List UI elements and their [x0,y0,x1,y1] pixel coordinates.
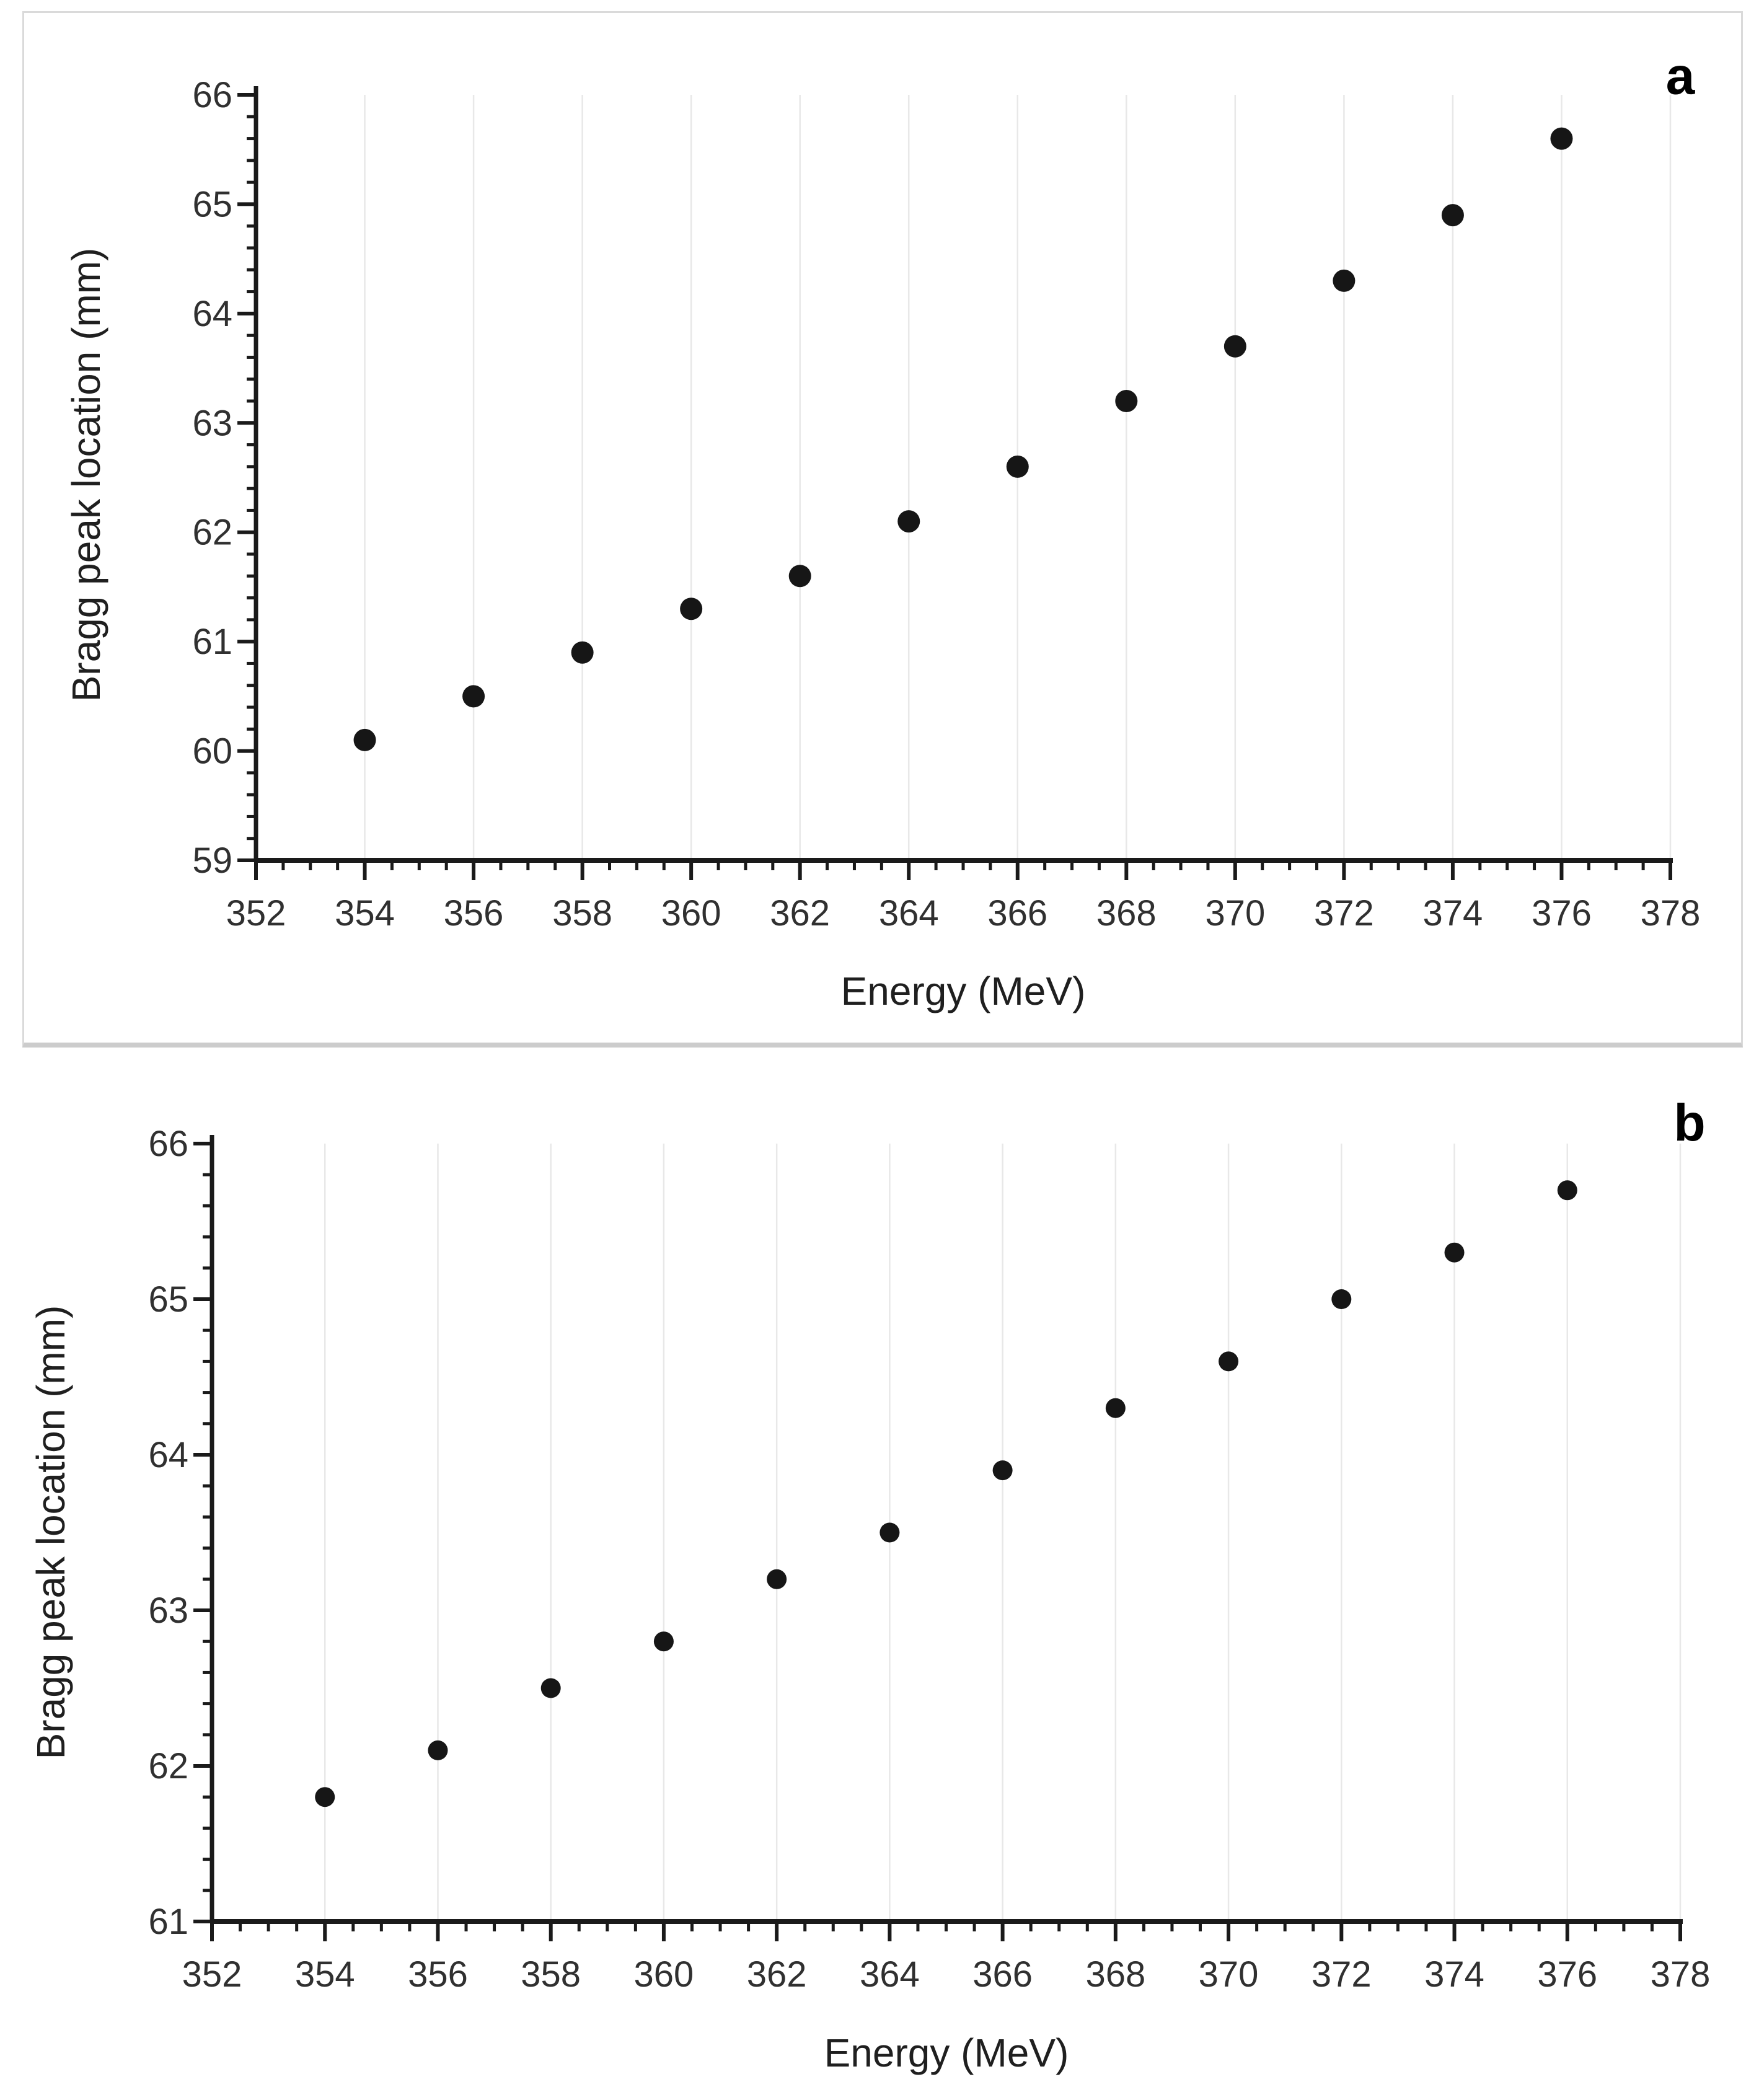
data-point [1333,269,1356,292]
x-tick-label: 364 [860,1954,920,1995]
data-point [879,1522,900,1543]
y-tick-label: 61 [192,622,232,662]
x-tick-label: 372 [1314,893,1374,933]
x-tick-label: 366 [972,1954,1033,1995]
x-tick-label: 366 [987,893,1047,933]
y-tick-label: 65 [192,184,232,224]
y-tick-label: 63 [148,1590,188,1631]
y-tick-label: 59 [192,840,232,881]
data-point [767,1569,787,1589]
data-point [462,685,485,708]
panel-a: 59 60 61 62 63 64 65 66 352 354 356 358 360 362 364 366… [22,11,1743,1048]
data-point [992,1460,1013,1481]
x-tick-label: 356 [408,1954,468,1995]
x-tick-label: 358 [521,1954,581,1995]
x-tick-label: 354 [335,893,395,933]
x-axis-title-a: Energy (MeV) [840,969,1086,1013]
panel-letter-a: a [1665,46,1695,105]
panel-letter-b: b [1673,1093,1706,1152]
data-point [653,1631,674,1652]
x-tick-label: 368 [1096,893,1157,933]
data-point [1444,1242,1465,1263]
x-tick-label: 362 [770,893,830,933]
data-point [1550,127,1573,150]
y-axis-title-a: Bragg peak location (mm) [64,247,108,702]
x-tick-label: 364 [879,893,939,933]
y-tick-label: 62 [192,513,232,553]
data-point [788,565,811,588]
data-point [1219,1351,1239,1372]
y-tick-label: 60 [192,731,232,772]
data-point [1441,204,1464,227]
y-tick-label: 66 [192,75,232,115]
y-tick-label: 66 [148,1124,188,1164]
x-tick-label: 368 [1085,1954,1145,1995]
y-tick-label: 64 [192,294,232,334]
x-tick-label: 378 [1641,893,1701,933]
x-tick-label: 376 [1532,893,1592,933]
data-point [540,1678,561,1698]
data-point [680,598,703,620]
x-tick-label: 370 [1205,893,1265,933]
x-tick-label: 354 [295,1954,355,1995]
data-point [353,728,376,751]
y-tick-label: 63 [192,403,232,443]
data-point [897,510,920,533]
data-point [1115,390,1138,412]
data-point [1105,1398,1126,1418]
x-tick-label: 378 [1651,1954,1711,1995]
panel-b: 61 62 63 64 65 66 352 354 356 358 360 362 364 366 368 3… [0,1054,1759,2100]
x-tick-label: 356 [444,893,504,933]
y-axis-title-b: Bragg peak location (mm) [29,1305,73,1760]
x-axis-title-b: Energy (MeV) [824,2031,1069,2075]
data-point [315,1787,335,1807]
x-tick-label: 358 [552,893,612,933]
x-tick-label: 372 [1312,1954,1372,1995]
y-tick-label: 65 [148,1279,188,1320]
y-tick-label: 61 [148,1902,188,1942]
y-tick-label: 64 [148,1435,188,1475]
data-point [571,641,594,664]
data-point [1223,335,1246,358]
x-tick-label: 360 [634,1954,694,1995]
y-tick-label: 62 [148,1746,188,1786]
scatter-plot-a: 59 60 61 62 63 64 65 66 352 354 356 358 360 362 364 366… [192,75,1701,933]
scatter-plot-b: 61 62 63 64 65 66 352 354 356 358 360 362 364 366 368 3… [148,1124,1711,1995]
data-point [1557,1180,1577,1201]
x-tick-label: 374 [1423,893,1483,933]
data-point [428,1740,448,1760]
x-tick-label: 376 [1537,1954,1597,1995]
x-tick-label: 360 [661,893,721,933]
data-point [1331,1289,1352,1309]
x-tick-label: 370 [1199,1954,1259,1995]
x-tick-label: 352 [182,1954,242,1995]
data-point [1006,455,1029,478]
x-tick-label: 362 [747,1954,807,1995]
x-tick-label: 352 [226,893,286,933]
x-tick-label: 374 [1424,1954,1484,1995]
